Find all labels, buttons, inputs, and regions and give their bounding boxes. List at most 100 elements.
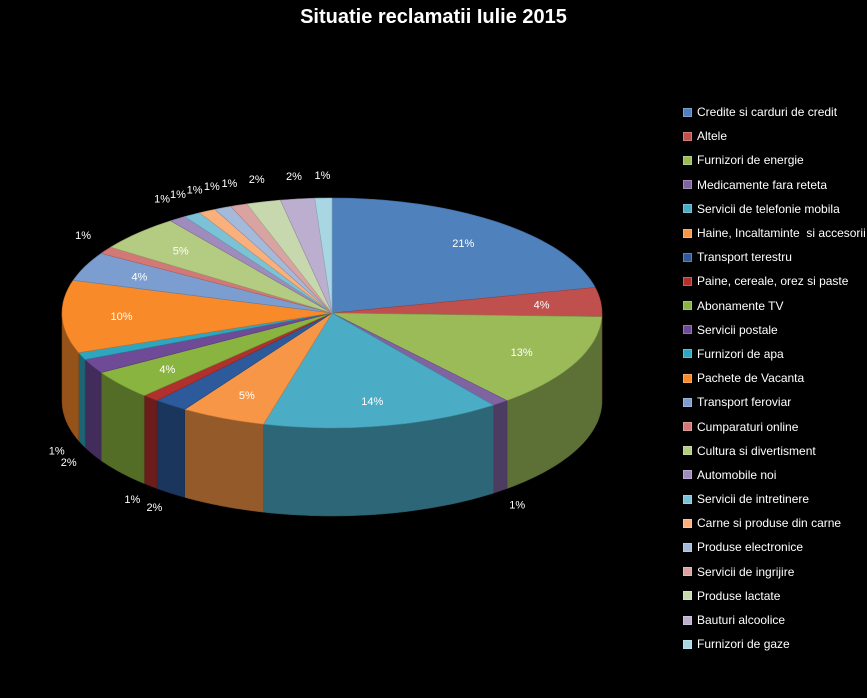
legend-item: Bauturi alcoolice (683, 608, 866, 632)
legend-label: Servicii postale (697, 322, 778, 337)
pie-slice-side (156, 400, 185, 498)
legend-swatch (683, 470, 692, 480)
legend-swatch (683, 494, 692, 504)
legend-swatch (683, 276, 692, 286)
legend-label: Abonamente TV (697, 298, 784, 313)
legend-item: Furnizori de apa (683, 342, 866, 366)
legend-item: Pachete de Vacanta (683, 366, 866, 390)
pie-slice (72, 253, 333, 314)
data-label: 1% (221, 178, 237, 190)
legend-item: Transport terestru (683, 245, 866, 269)
legend-label: Servicii de telefonie mobila (697, 201, 840, 216)
legend-item: Servicii de ingrijire (683, 560, 866, 584)
legend-item: Servicii postale (683, 318, 866, 342)
data-label: 1% (49, 446, 65, 458)
data-label: 10% (110, 311, 132, 323)
legend-swatch (683, 325, 692, 335)
data-label: 21% (452, 238, 474, 250)
legend-swatch (683, 397, 692, 407)
legend-label: Carne si produse din carne (697, 516, 842, 531)
legend-swatch (683, 542, 692, 552)
legend-label: Bauturi alcoolice (697, 613, 786, 628)
legend-item: Haine, Incaltaminte si accesorii (683, 221, 866, 245)
legend-swatch (683, 446, 692, 456)
data-label: 1% (204, 181, 220, 193)
pie-slice (331, 197, 596, 314)
legend-label: Automobile noi (697, 467, 777, 482)
legend-item: Medicamente fara reteta (683, 173, 866, 197)
data-label: 5% (239, 390, 255, 402)
pie-slice (331, 287, 603, 318)
legend-swatch (683, 373, 692, 383)
legend-label: Medicamente fara reteta (697, 177, 828, 192)
data-label: 4% (534, 299, 550, 311)
legend-swatch (683, 204, 692, 214)
legend-swatch (683, 639, 692, 649)
legend-item: Cumparaturi online (683, 414, 866, 438)
legend-swatch (683, 349, 692, 359)
legend-swatch (683, 180, 692, 190)
legend-swatch (683, 107, 692, 117)
legend-item: Credite si carduri de credit (683, 100, 866, 124)
legend-swatch (683, 567, 692, 577)
legend-item: Servicii de telefonie mobila (683, 197, 866, 221)
data-label: 1% (187, 185, 203, 197)
legend-swatch (683, 228, 692, 238)
data-label: 4% (131, 272, 147, 284)
data-label: 2% (249, 174, 265, 186)
legend-item: Produse lactate (683, 584, 866, 608)
legend-item: Furnizori de gaze (683, 632, 866, 656)
legend-swatch (683, 422, 692, 432)
legend-label: Servicii de ingrijire (697, 564, 795, 579)
data-label: 1% (124, 494, 140, 506)
pie-slice-side (84, 359, 102, 462)
legend-label: Transport feroviar (697, 395, 792, 410)
pie-slice (109, 220, 333, 314)
data-label: 1% (315, 170, 331, 182)
pie-slice (262, 312, 495, 429)
pie-slice (331, 312, 603, 401)
legend-item: Abonamente TV (683, 294, 866, 318)
legend-swatch (683, 155, 692, 165)
legend-swatch (683, 615, 692, 625)
data-label: 5% (173, 246, 189, 258)
legend-label: Cumparaturi online (697, 419, 799, 434)
chart-title: Situatie reclamatii Iulie 2015 (300, 6, 567, 28)
data-label: 2% (146, 502, 162, 514)
legend-swatch (683, 591, 692, 601)
legend-swatch (683, 131, 692, 141)
pie-slice (100, 312, 333, 396)
data-label: 14% (361, 396, 383, 408)
legend-item: Automobile noi (683, 463, 866, 487)
legend-label: Haine, Incaltaminte si accesorii (697, 226, 866, 241)
legend: Credite si carduri de credit Altele Furniz… (683, 100, 866, 656)
pie-slice-side (143, 395, 158, 489)
legend-item: Cultura si divertisment (683, 439, 866, 463)
legend-label: Altele (697, 129, 728, 144)
data-label: 1% (170, 189, 186, 201)
pie-slice (314, 197, 333, 314)
legend-label: Furnizori de apa (697, 346, 784, 361)
legend-label: Transport terestru (697, 250, 792, 265)
pie-slice-side (184, 409, 264, 513)
legend-item: Altele (683, 124, 866, 148)
legend-item: Furnizori de energie (683, 148, 866, 172)
legend-label: Servicii de intretinere (697, 492, 810, 507)
pie-chart: 21%4%13%1%14%5%2%1%4%2%1%10%4%1%5%1% 1% 1%… (49, 170, 603, 517)
legend-item: Servicii de intretinere (683, 487, 866, 511)
pie-slice (61, 279, 333, 354)
data-label: 1% (75, 230, 91, 242)
data-label: 1% (154, 194, 170, 206)
data-label: 4% (159, 364, 175, 376)
legend-label: Produse lactate (697, 588, 781, 603)
legend-item: Produse electronice (683, 535, 866, 559)
legend-label: Furnizori de energie (697, 153, 804, 168)
legend-label: Cultura si divertisment (697, 443, 816, 458)
legend-label: Furnizori de gaze (697, 637, 790, 652)
legend-item: Paine, cereale, orez si paste (683, 269, 866, 293)
legend-item: Transport feroviar (683, 390, 866, 414)
legend-label: Produse electronice (697, 540, 804, 555)
data-label: 13% (511, 347, 533, 359)
pie-slice (183, 312, 333, 425)
pie-slice-side (493, 400, 508, 494)
